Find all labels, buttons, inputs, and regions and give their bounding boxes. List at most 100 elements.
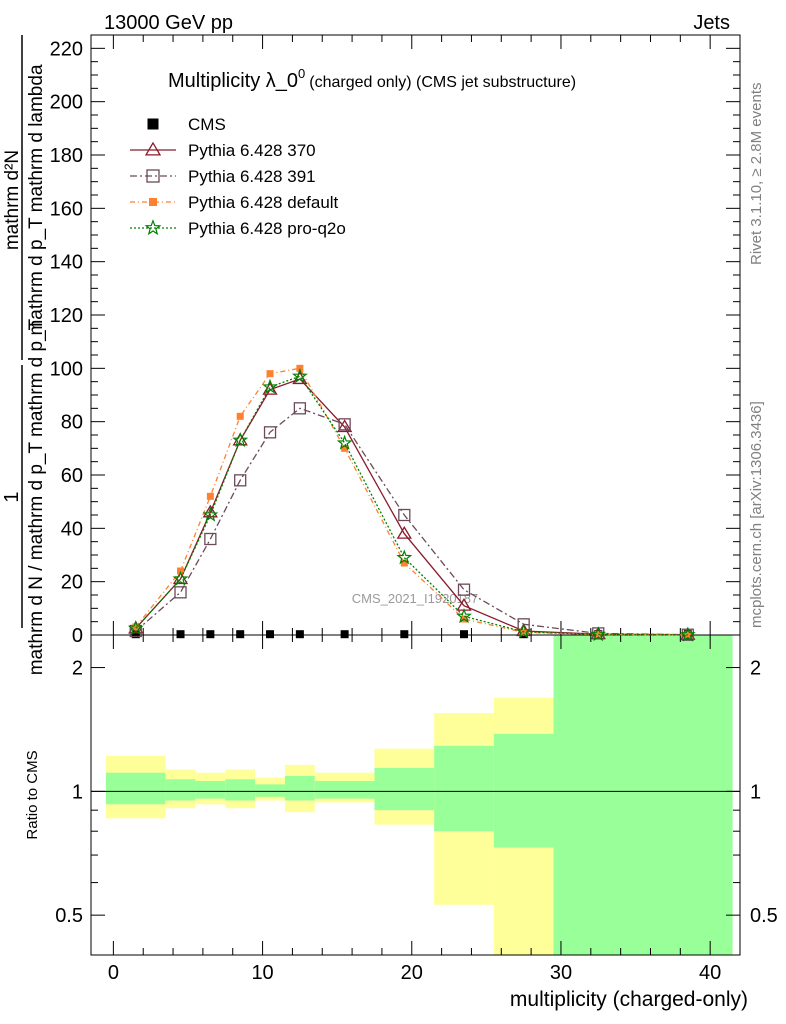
y-label-numerator: mathrm d²N [2,150,23,250]
data-point [232,431,249,448]
data-point [338,418,351,431]
ratio-y-label: Ratio to CMS [24,750,41,839]
ratio-y-tick-label-right: 0.5 [750,905,778,927]
data-point [456,607,472,624]
plot-title-main: Multiplicity λ_0 [168,70,298,92]
x-axis: 0 10 20 30 40 [108,35,721,984]
ratio-y-tick-label-left: 2 [72,658,83,680]
data-point [398,508,411,522]
data-point [232,432,248,446]
legend-entry-1: Pythia 6.428 370 [130,141,316,160]
main-y-axis: 0 20 40 60 80 100 120 140 160 180 200 220 [50,34,740,647]
data-point [295,630,304,639]
data-point [206,630,215,639]
legend-entry-0: CMS [147,115,226,134]
ratio-green-band-bin [314,780,375,799]
legend: CMS Pythia 6.428 370 Pythia 6.428 391 Pythi… [130,115,346,238]
data-point [236,412,244,420]
legend-label: CMS [188,115,226,134]
ratio-y-tick-label-left: 0.5 [55,905,83,927]
legend-marker [144,141,162,156]
x-tick-label: 30 [550,962,572,984]
ratio-y-tick-label-right: 1 [750,781,761,803]
series-line [135,375,688,636]
data-point [336,419,353,433]
y-tick-label: 100 [50,358,83,380]
data-point [396,525,412,539]
x-tick-label: 0 [108,962,119,984]
y-tick-label: 180 [50,145,83,167]
mcplots-label: mcplots.cern.ch [arXiv:1306.3436] [748,401,765,628]
data-point [340,630,349,639]
main-y-label: 1 mathrm d N / mathrm d p_T mathrm d p_T… [1,35,47,675]
data-point [174,586,187,599]
plot-title-sup: 0 [298,66,305,81]
legend-entry-3: Pythia 6.428 default [130,193,339,212]
ratio-bands [105,635,733,955]
ratio-green-band-bin [165,779,196,801]
data-point [590,626,607,642]
rivet-version-label: Rivet 3.1.10, ≥ 2.8M events [748,83,765,266]
y-tick-label: 140 [50,252,83,274]
data-point [266,630,275,639]
plot-title: Multiplicity λ_00 (charged only) (CMS jet… [168,66,576,92]
legend-label: Pythia 6.428 391 [188,167,316,186]
data-point [127,619,144,636]
x-tick-label: 20 [401,962,423,984]
header-left: 13000 GeV pp [104,12,233,34]
x-axis-label: multiplicity (charged-only) [510,988,748,1011]
data-point [291,367,308,384]
series-line [135,378,688,636]
y-tick-label: 20 [61,572,83,594]
ratio-green-band-bin [195,780,226,799]
data-point [234,474,247,487]
x-tick-label: 10 [251,962,273,984]
series-layer [127,364,696,642]
ratio-y-tick-label-right: 2 [750,658,761,680]
data-point [594,630,602,638]
data-point [204,532,217,546]
x-tick-label: 40 [699,962,721,984]
y-label-prefactor-numerator: 1 [1,491,23,502]
data-point [293,402,307,415]
legend-marker [144,219,162,236]
ratio-green-band-bin [225,779,256,801]
series-4 [127,367,696,642]
ratio-green-band-bin [493,733,554,848]
y-label-denominator: mathrm d p_T mathrm d lambda [26,64,47,335]
ratio-panel-frame [90,634,741,956]
plot-title-small: (charged only) (CMS jet substructure) [309,74,576,91]
ratio-green-band-bin [553,635,644,955]
data-point [131,630,140,639]
data-point [263,426,277,439]
data-point [202,504,219,518]
data-point [515,623,532,639]
data-point [457,583,471,596]
data-point [202,506,219,522]
y-tick-label: 0 [72,625,83,647]
analysis-watermark: CMS_2021_I1920187 [352,591,479,606]
data-point [266,370,274,378]
y-label-prefactor-denominator: mathrm d N / mathrm d p_T mathrm d p_T [26,318,47,675]
legend-label: Pythia 6.428 370 [188,141,316,160]
legend-label: Pythia 6.428 pro-q2o [188,219,346,238]
data-point [400,630,409,639]
ratio-green-band-bin [284,775,315,801]
legend-marker [147,118,159,130]
ratio-y-tick-label-left: 1 [72,781,83,803]
data-point [336,434,353,450]
y-tick-label: 200 [50,92,83,114]
data-point [679,626,696,642]
data-point [172,571,189,585]
ratio-y-axis: 0.5 0.5 1 1 2 2 [55,658,778,956]
data-point [236,630,245,639]
y-tick-label: 220 [50,38,83,60]
ratio-green-band-bin [105,772,166,805]
ratio-green-band-bin [374,767,435,811]
data-point [459,630,468,639]
data-point [206,492,214,500]
series-line [135,407,688,636]
header-right: Jets [693,12,730,34]
ratio-green-band-bin [434,745,494,832]
